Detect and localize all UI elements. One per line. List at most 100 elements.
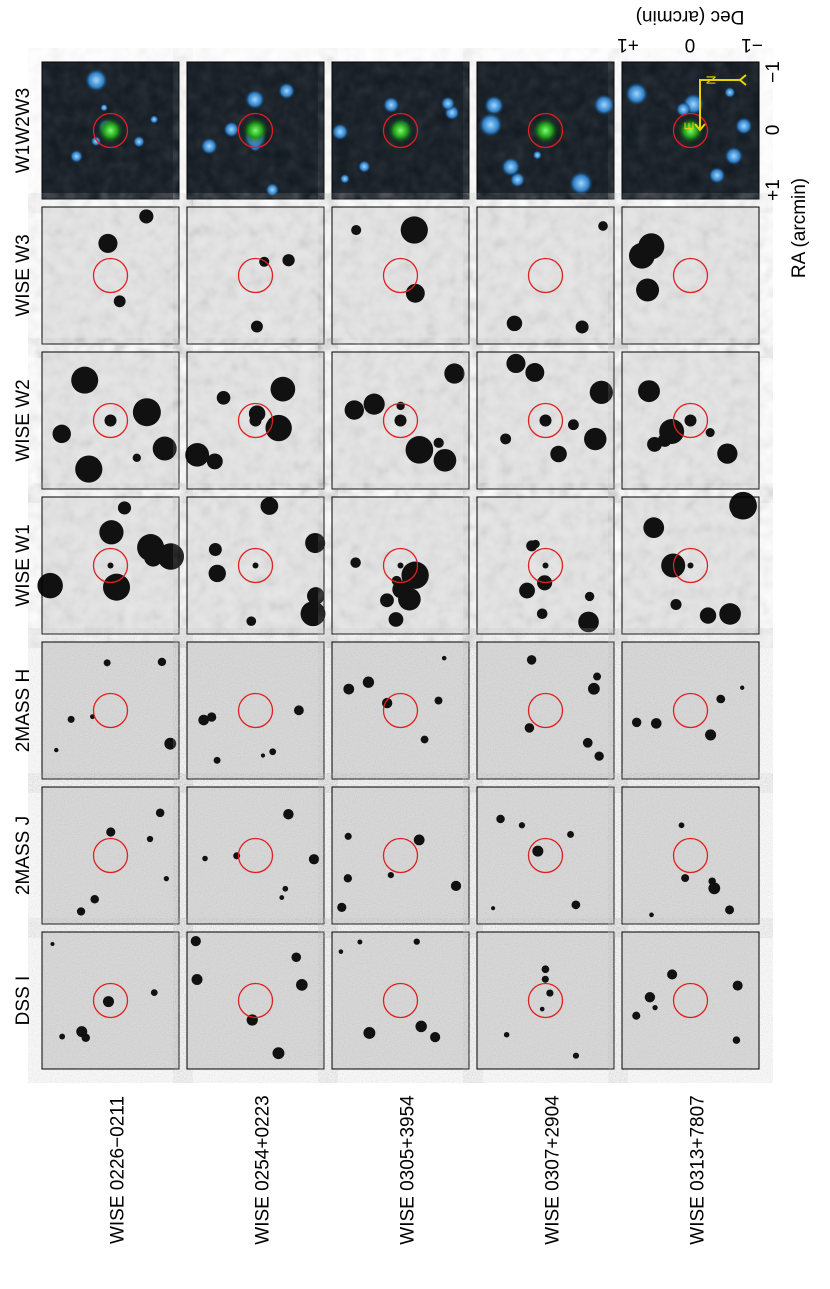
source	[400, 216, 428, 244]
star	[265, 182, 280, 197]
panel-texture	[622, 642, 759, 779]
panel-grid	[37, 61, 760, 1070]
source	[139, 209, 154, 224]
source	[541, 965, 550, 974]
star	[500, 156, 521, 178]
source	[344, 832, 352, 840]
panel-frame	[621, 351, 760, 490]
target-circle	[237, 402, 274, 439]
panel-frame	[476, 496, 615, 635]
source	[291, 952, 302, 963]
source	[163, 875, 169, 882]
source	[524, 723, 535, 733]
target-source	[687, 562, 694, 569]
target-circle	[527, 837, 564, 874]
source	[90, 894, 99, 904]
target-circle	[672, 837, 709, 874]
source	[740, 685, 745, 690]
source	[433, 448, 457, 472]
source	[152, 436, 177, 461]
source	[631, 717, 642, 728]
source	[282, 885, 289, 892]
panel-frame	[41, 931, 180, 1070]
image-panel	[476, 351, 615, 490]
source	[208, 543, 222, 556]
source	[307, 587, 325, 605]
panel-frame	[476, 931, 615, 1070]
dec-tick-label: 0	[685, 34, 696, 55]
image-panel	[476, 496, 615, 635]
target-source	[684, 414, 697, 427]
source	[405, 283, 425, 303]
source	[283, 808, 294, 820]
target-circle	[527, 257, 564, 294]
panel-frame	[331, 641, 470, 780]
source	[282, 254, 295, 267]
source	[536, 608, 548, 620]
source	[725, 905, 735, 915]
arrow-head	[738, 74, 747, 86]
star	[149, 114, 159, 124]
source	[628, 242, 655, 269]
source	[260, 497, 279, 515]
source	[296, 979, 308, 991]
panel-texture	[477, 642, 614, 779]
source	[157, 543, 185, 570]
panel-frame	[621, 641, 760, 780]
source	[526, 655, 537, 665]
source	[678, 822, 685, 829]
image-panel	[186, 61, 325, 200]
source	[434, 696, 443, 705]
compass-arrows	[699, 79, 740, 130]
panel-frame	[41, 61, 180, 200]
ra-tick-label: −1	[763, 61, 784, 83]
source	[539, 1006, 545, 1012]
source	[708, 882, 721, 895]
source	[246, 616, 257, 627]
source	[541, 975, 549, 983]
panel-frame	[41, 351, 180, 490]
source	[363, 1027, 376, 1039]
source	[343, 683, 355, 695]
image-panel	[41, 641, 180, 780]
panel-texture	[477, 787, 614, 924]
image-panel	[621, 206, 760, 345]
source	[441, 655, 447, 661]
source	[650, 718, 662, 729]
source	[587, 682, 600, 695]
panel-frame	[186, 61, 325, 200]
source	[103, 659, 111, 667]
target-circle	[92, 692, 129, 729]
image-panel	[186, 786, 325, 925]
source	[155, 808, 165, 818]
target-source	[397, 562, 404, 569]
panel-frame	[476, 206, 615, 345]
source	[350, 557, 361, 568]
panel-texture	[477, 207, 614, 344]
star	[708, 166, 726, 185]
source	[388, 612, 404, 627]
source	[67, 715, 75, 723]
source	[405, 436, 434, 464]
source	[719, 603, 741, 625]
image-panel	[621, 61, 760, 200]
panel-texture	[42, 207, 179, 344]
band-label: 2MASS H	[13, 669, 34, 752]
image-panel	[185, 351, 325, 490]
source	[415, 1020, 427, 1033]
source	[638, 380, 660, 403]
band-label: WISE W3	[13, 234, 34, 316]
target-circle	[92, 257, 129, 294]
source	[717, 444, 734, 460]
target-circle	[527, 547, 564, 584]
dec-tick-label: −1	[741, 34, 763, 55]
source	[699, 607, 717, 624]
panel-texture	[622, 932, 759, 1069]
panel-frame	[476, 351, 615, 490]
source	[398, 587, 421, 611]
image-panel	[621, 931, 760, 1070]
image-panel	[41, 351, 180, 490]
source	[52, 424, 71, 444]
source	[649, 912, 654, 918]
target-source	[252, 562, 259, 569]
